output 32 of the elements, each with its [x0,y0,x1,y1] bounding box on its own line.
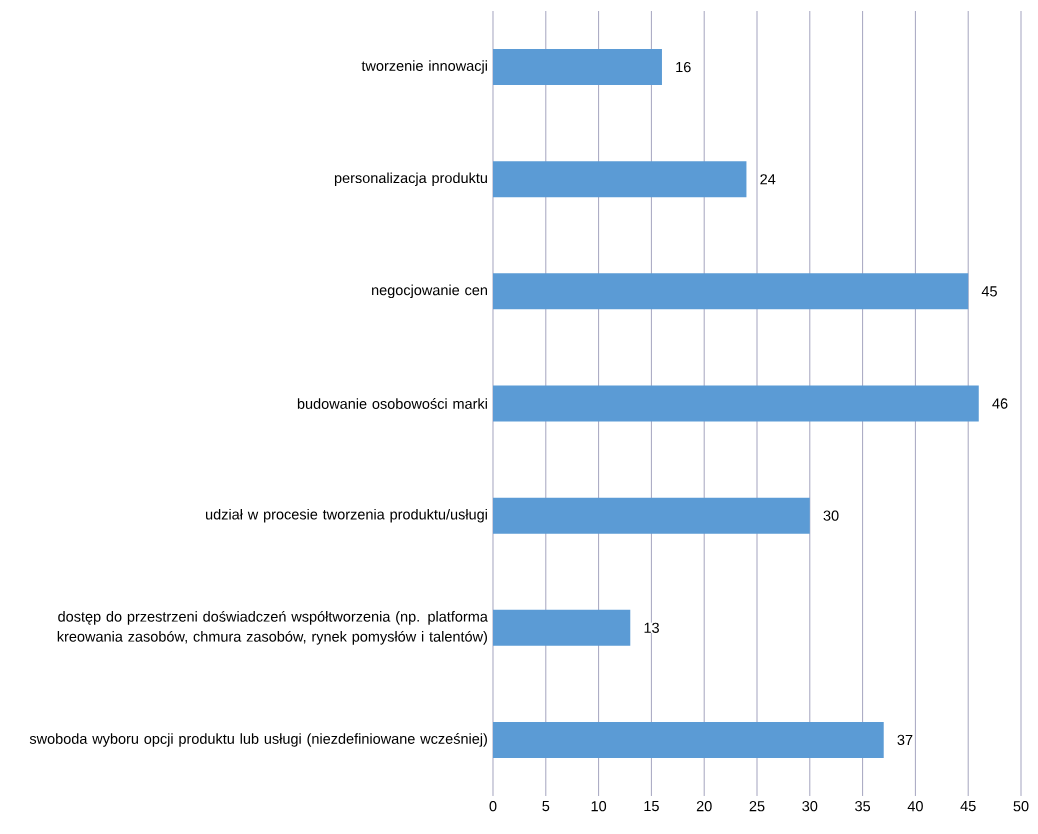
y-tick-label: personalizacja produktu [334,172,487,186]
bar [493,161,747,198]
bar [493,497,810,534]
data-label: 30 [823,510,839,521]
y-tick-label: udział w procesie tworzenia produktu/usługi [206,508,487,523]
x-tick-label: 30 [802,801,818,812]
bar [493,49,662,86]
data-label: 46 [992,398,1008,409]
x-tick-label: 45 [960,801,976,812]
x-tick-label: 25 [749,801,765,812]
data-label: 13 [644,622,659,633]
bar [493,385,979,422]
data-label: 16 [676,61,691,73]
bar [493,609,631,646]
bar [493,273,969,310]
x-tick-label: 20 [696,801,712,812]
x-tick-label: 50 [1013,801,1029,812]
x-tick-label: 35 [855,801,871,812]
y-tick-label: swoboda wyboru opcji produktu lub usługi (niezdefiniowane wcześniej) [29,733,487,747]
x-tick-label: 0 [489,801,497,812]
y-tick-label: negocjowanie cen [372,284,487,299]
y-tick-label: budowanie osobowości marki [297,398,487,409]
bar [493,721,884,758]
data-label: 45 [981,286,997,297]
x-tick-label: 40 [907,801,923,812]
x-tick-label: 15 [644,801,659,812]
data-label: 37 [897,734,913,746]
x-tick-label: 10 [591,801,607,812]
x-tick-label: 5 [542,801,550,812]
y-tick-label: tworzenie innowacji [361,60,487,74]
y-tick-label: dostęp do przestrzeni doświadczeń współtworzenia (np. platforma kreowania zasobów, chmura zasobów, rynek pomysłów i talentów) [57,610,488,645]
data-label: 24 [760,174,776,185]
